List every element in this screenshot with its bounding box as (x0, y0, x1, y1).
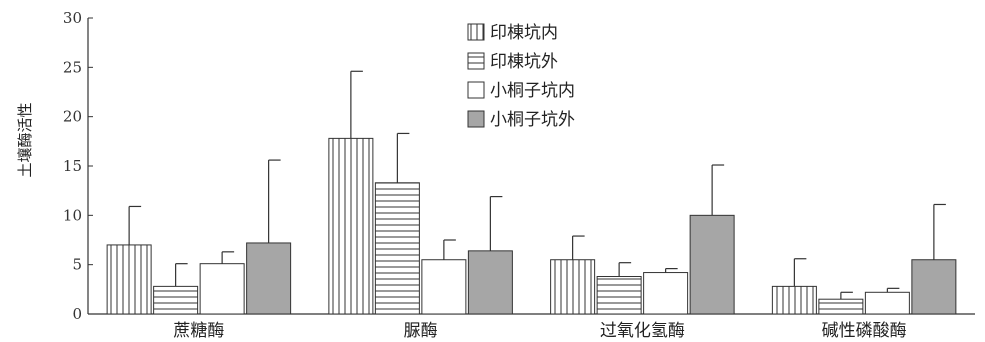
bar (375, 183, 419, 314)
category-label: 碱性磷酸酶 (822, 321, 907, 341)
category-label: 蔗糖酶 (173, 321, 224, 341)
category-label: 脲酶 (404, 321, 438, 341)
y-tick-label: 5 (72, 256, 82, 274)
bar (644, 273, 688, 314)
bar (468, 251, 512, 314)
bar (865, 292, 909, 314)
bar (422, 260, 466, 314)
legend-entry: 小桐子坑外 (490, 110, 575, 130)
legend-swatch (468, 82, 484, 98)
bar (597, 277, 641, 314)
legend-swatch (468, 111, 484, 127)
bar (912, 260, 956, 314)
legend-entry: 小桐子坑内 (490, 81, 575, 101)
bar (247, 243, 291, 314)
bar (690, 215, 734, 314)
legend-entry: 印棟坑外 (490, 52, 558, 72)
bars (107, 71, 956, 314)
legend-swatch (468, 53, 484, 69)
y-axis-label: 土壤酶活性 (16, 102, 34, 177)
y-tick-label: 10 (63, 206, 82, 224)
category-label: 过氧化氢酶 (600, 321, 685, 341)
bar (819, 299, 863, 314)
y-tick-label: 30 (63, 9, 82, 27)
y-tick-label: 25 (63, 58, 82, 76)
bar (154, 286, 198, 314)
bar (107, 245, 151, 314)
category-labels: 蔗糖酶 脲酶 过氧化氢酶 碱性磷酸酶 (173, 321, 906, 341)
legend-entry: 印棟坑内 (490, 23, 558, 43)
legend-swatch (468, 24, 484, 40)
y-tick-label: 20 (63, 108, 82, 126)
bar (329, 138, 373, 314)
y-tick-label: 0 (72, 305, 82, 323)
y-tick-label: 15 (63, 157, 82, 175)
bar (200, 264, 244, 314)
bar (772, 286, 816, 314)
bar (551, 260, 595, 314)
